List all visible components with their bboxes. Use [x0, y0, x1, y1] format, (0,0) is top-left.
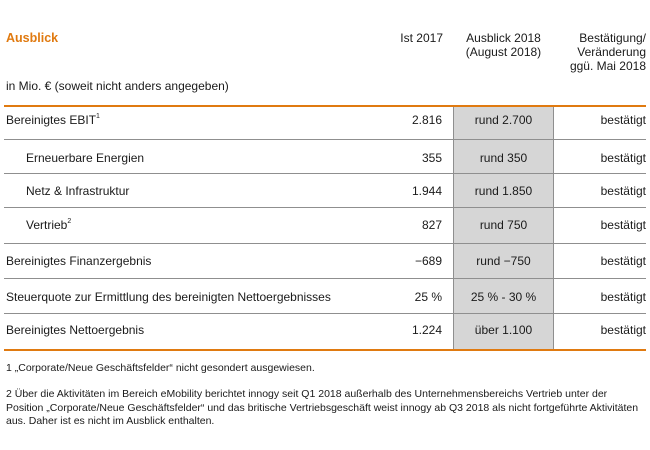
col-header-outlook-line1: Ausblick 2018	[466, 31, 541, 45]
row-ist-value: 2.816	[411, 113, 442, 127]
row-status: bestätigt	[600, 218, 646, 232]
column-divider-right	[553, 107, 554, 350]
row-outlook-value: rund 750	[479, 218, 528, 232]
footnote-2: 2 Über die Aktivitäten im Bereich eMobil…	[6, 388, 639, 427]
row-status: bestätigt	[600, 113, 646, 127]
unit-note: in Mio. € (soweit nicht anders angegeben…	[6, 79, 229, 93]
col-header-confirmation-line2: Veränderung	[577, 45, 646, 59]
row-ist-value: 827	[421, 218, 442, 232]
row-outlook-value: rund −750	[476, 254, 531, 268]
row-status: bestätigt	[600, 290, 646, 304]
row-outlook-value: rund 1.850	[474, 184, 533, 198]
row-status: bestätigt	[600, 323, 646, 337]
row-divider	[4, 313, 646, 314]
row-outlook-value: rund 350	[479, 151, 528, 165]
row-divider	[4, 139, 646, 140]
row-divider	[4, 207, 646, 208]
footnote-1: 1 „Corporate/Neue Geschäftsfelder“ nicht…	[6, 362, 315, 374]
row-status: bestätigt	[600, 254, 646, 268]
col-header-ist-2017: Ist 2017	[400, 31, 443, 45]
row-label: Bereinigtes EBIT1	[6, 113, 100, 127]
row-outlook-value: 25 % - 30 %	[470, 290, 537, 304]
row-ist-value: 355	[421, 151, 442, 165]
col-header-confirmation-line3: ggü. Mai 2018	[569, 59, 646, 73]
col-header-confirmation-line1: Bestätigung/	[579, 31, 646, 45]
row-divider	[4, 278, 646, 279]
row-outlook-value: rund 2.700	[474, 113, 533, 127]
table-bottom-rule	[4, 349, 646, 351]
row-ist-value: 25 %	[414, 290, 442, 304]
row-ist-value: −689	[414, 254, 442, 268]
row-status: bestätigt	[600, 184, 646, 198]
table-title: Ausblick	[6, 31, 59, 45]
column-divider-left	[453, 107, 454, 350]
row-label: Steuerquote zur Ermittlung des bereinigt…	[6, 290, 331, 304]
row-label: Erneuerbare Energien	[26, 151, 145, 165]
row-ist-value: 1.224	[411, 323, 442, 337]
row-ist-value: 1.944	[411, 184, 442, 198]
row-outlook-value: über 1.100	[474, 323, 533, 337]
col-header-outlook-line2: (August 2018)	[465, 45, 542, 59]
row-label: Vertrieb2	[26, 218, 72, 232]
row-divider	[4, 243, 646, 244]
col-header-confirmation: Bestätigung/ Veränderung ggü. Mai 2018	[556, 31, 646, 73]
header-divider	[4, 105, 646, 107]
row-label: Bereinigtes Nettoergebnis	[6, 323, 145, 337]
outlook-column-shading	[454, 107, 553, 350]
row-status: bestätigt	[600, 151, 646, 165]
row-divider	[4, 173, 646, 174]
row-label: Netz & Infrastruktur	[26, 184, 130, 198]
row-label: Bereinigtes Finanzergebnis	[6, 254, 152, 268]
col-header-outlook: Ausblick 2018 (August 2018)	[455, 31, 552, 59]
